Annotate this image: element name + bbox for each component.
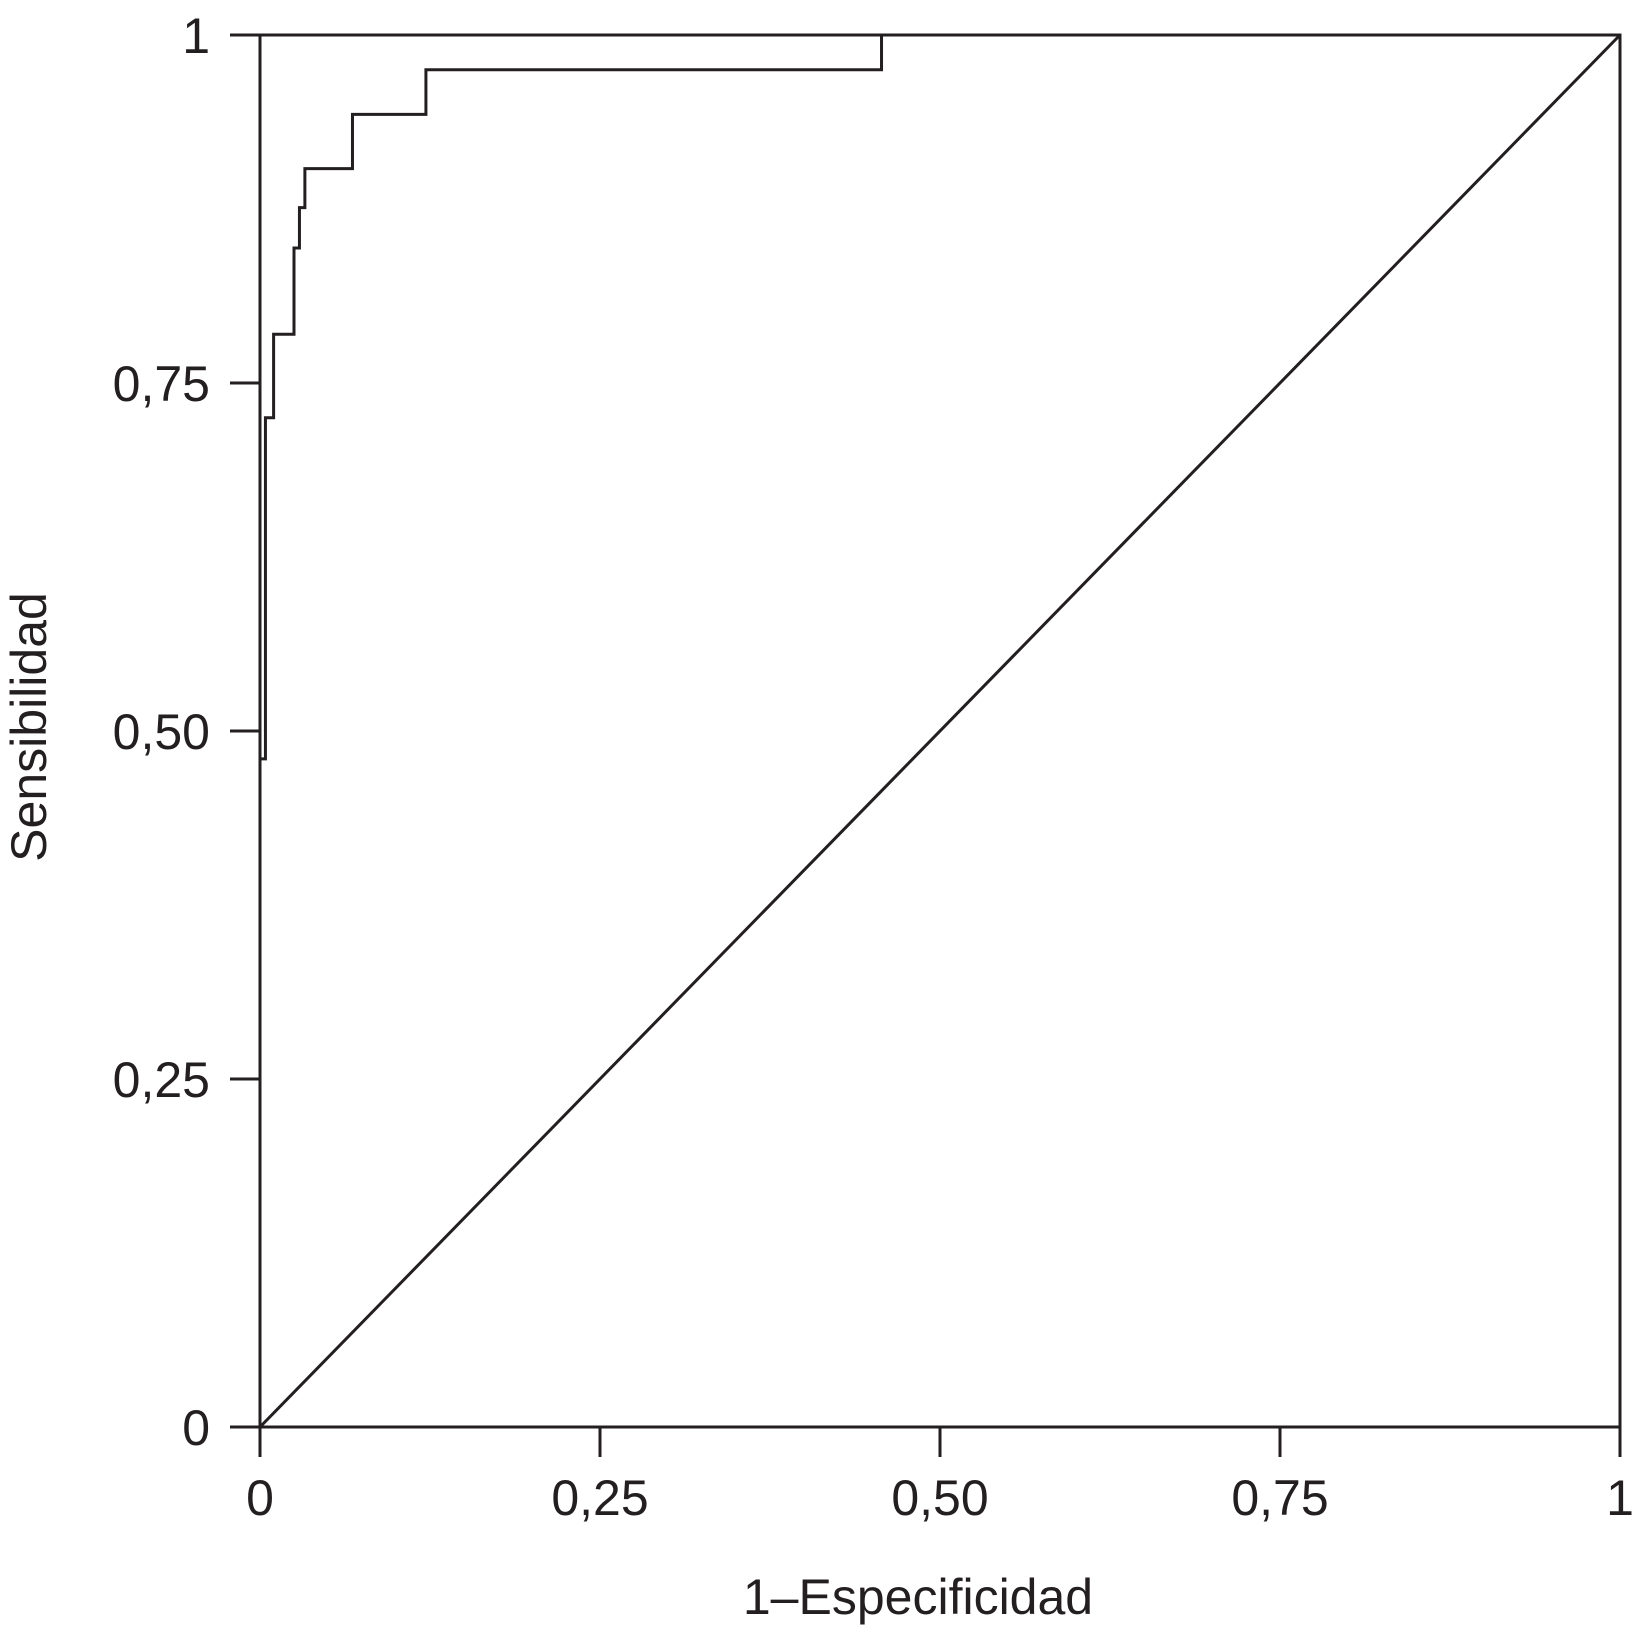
y-tick-label: 0,25 (113, 1052, 210, 1108)
x-tick-label: 0,25 (551, 1470, 648, 1526)
y-tick-label: 0,75 (113, 356, 210, 412)
x-tick-label: 0,50 (891, 1470, 988, 1526)
y-tick-label: 0 (182, 1400, 210, 1456)
roc-curve (258, 33, 1620, 1427)
x-tick-label: 0,75 (1231, 1470, 1328, 1526)
y-axis-title: Sensibilidad (1, 592, 57, 862)
x-axis-title: 1–Especificidad (743, 1569, 1093, 1625)
series-layer (258, 33, 1622, 1429)
x-tick-label: 1 (1606, 1470, 1634, 1526)
y-tick-label: 1 (182, 8, 210, 64)
x-axis: 0 0,25 0,50 0,75 1 (246, 1427, 1634, 1526)
y-axis: 0 0,25 0,50 0,75 1 (113, 8, 260, 1456)
x-tick-label: 0 (246, 1470, 274, 1526)
y-tick-label: 0,50 (113, 704, 210, 760)
reference-diagonal (258, 33, 1622, 1429)
